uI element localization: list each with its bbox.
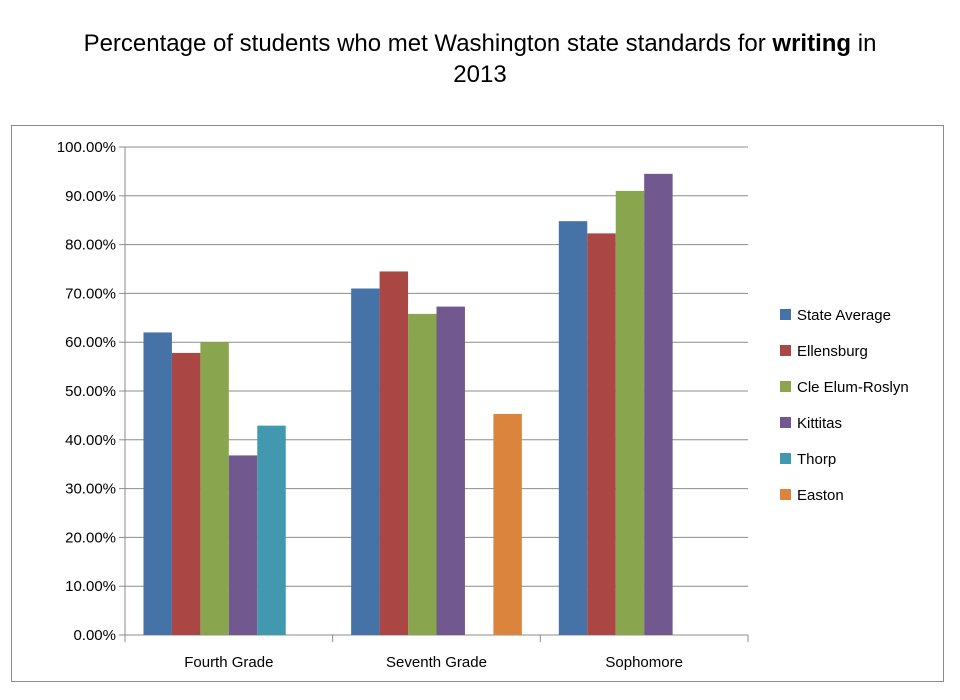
chart-title: Percentage of students who met Washingto…	[0, 28, 960, 90]
legend-swatch	[780, 345, 791, 356]
y-tick-label: 100.00%	[57, 139, 116, 156]
bar-chart: 0.00% 10.00% 20.00% 30.00% 40.00% 50.00% 60.00…	[57, 139, 909, 671]
legend-swatch	[780, 309, 791, 320]
bar	[379, 271, 409, 635]
bar	[587, 233, 616, 635]
bar	[228, 455, 258, 635]
chart-area: 0.00% 10.00% 20.00% 30.00% 40.00% 50.00% 60.00…	[11, 125, 944, 682]
bar	[257, 425, 286, 635]
bar	[200, 342, 229, 635]
bar	[351, 288, 380, 635]
y-tick-label: 10.00%	[65, 578, 116, 595]
bar	[408, 313, 437, 635]
chart-title-year: 2013	[453, 61, 507, 88]
x-tick-label: Sophomore	[605, 654, 683, 671]
chart-title-emphasis: writing	[772, 30, 852, 57]
legend-label: Thorp	[797, 451, 836, 468]
y-tick-label: 60.00%	[65, 334, 116, 351]
bar	[493, 413, 522, 635]
x-tick-label: Seventh Grade	[386, 654, 487, 671]
y-tick-label: 40.00%	[65, 432, 116, 449]
legend-swatch	[780, 417, 791, 428]
y-tick-label: 90.00%	[65, 188, 116, 205]
chart-title-line-1: Percentage of students who met Washingto…	[0, 28, 960, 59]
legend-swatch	[780, 453, 791, 464]
y-tick-label: 50.00%	[65, 383, 116, 400]
bar	[558, 221, 588, 635]
bar	[436, 306, 465, 635]
legend-swatch	[780, 489, 791, 500]
legend-label: Cle Elum-Roslyn	[797, 379, 909, 396]
y-tick-label: 20.00%	[65, 529, 116, 546]
legend-label: Kittitas	[797, 415, 842, 432]
bar	[171, 352, 201, 635]
y-tick-label: 80.00%	[65, 237, 116, 254]
x-tick-label: Fourth Grade	[184, 654, 273, 671]
bar	[644, 173, 673, 635]
legend-label: Easton	[797, 487, 844, 504]
y-tick-label: 0.00%	[73, 627, 116, 644]
legend-label: Ellensburg	[797, 343, 868, 360]
bar	[143, 332, 172, 635]
bar	[615, 190, 645, 636]
y-tick-label: 30.00%	[65, 481, 116, 498]
legend-label: State Average	[797, 307, 891, 324]
y-tick-label: 70.00%	[65, 285, 116, 302]
legend-swatch	[780, 381, 791, 392]
chart-title-suffix: in	[857, 30, 877, 57]
chart-title-prefix: Percentage of students who met Washingto…	[83, 30, 766, 57]
